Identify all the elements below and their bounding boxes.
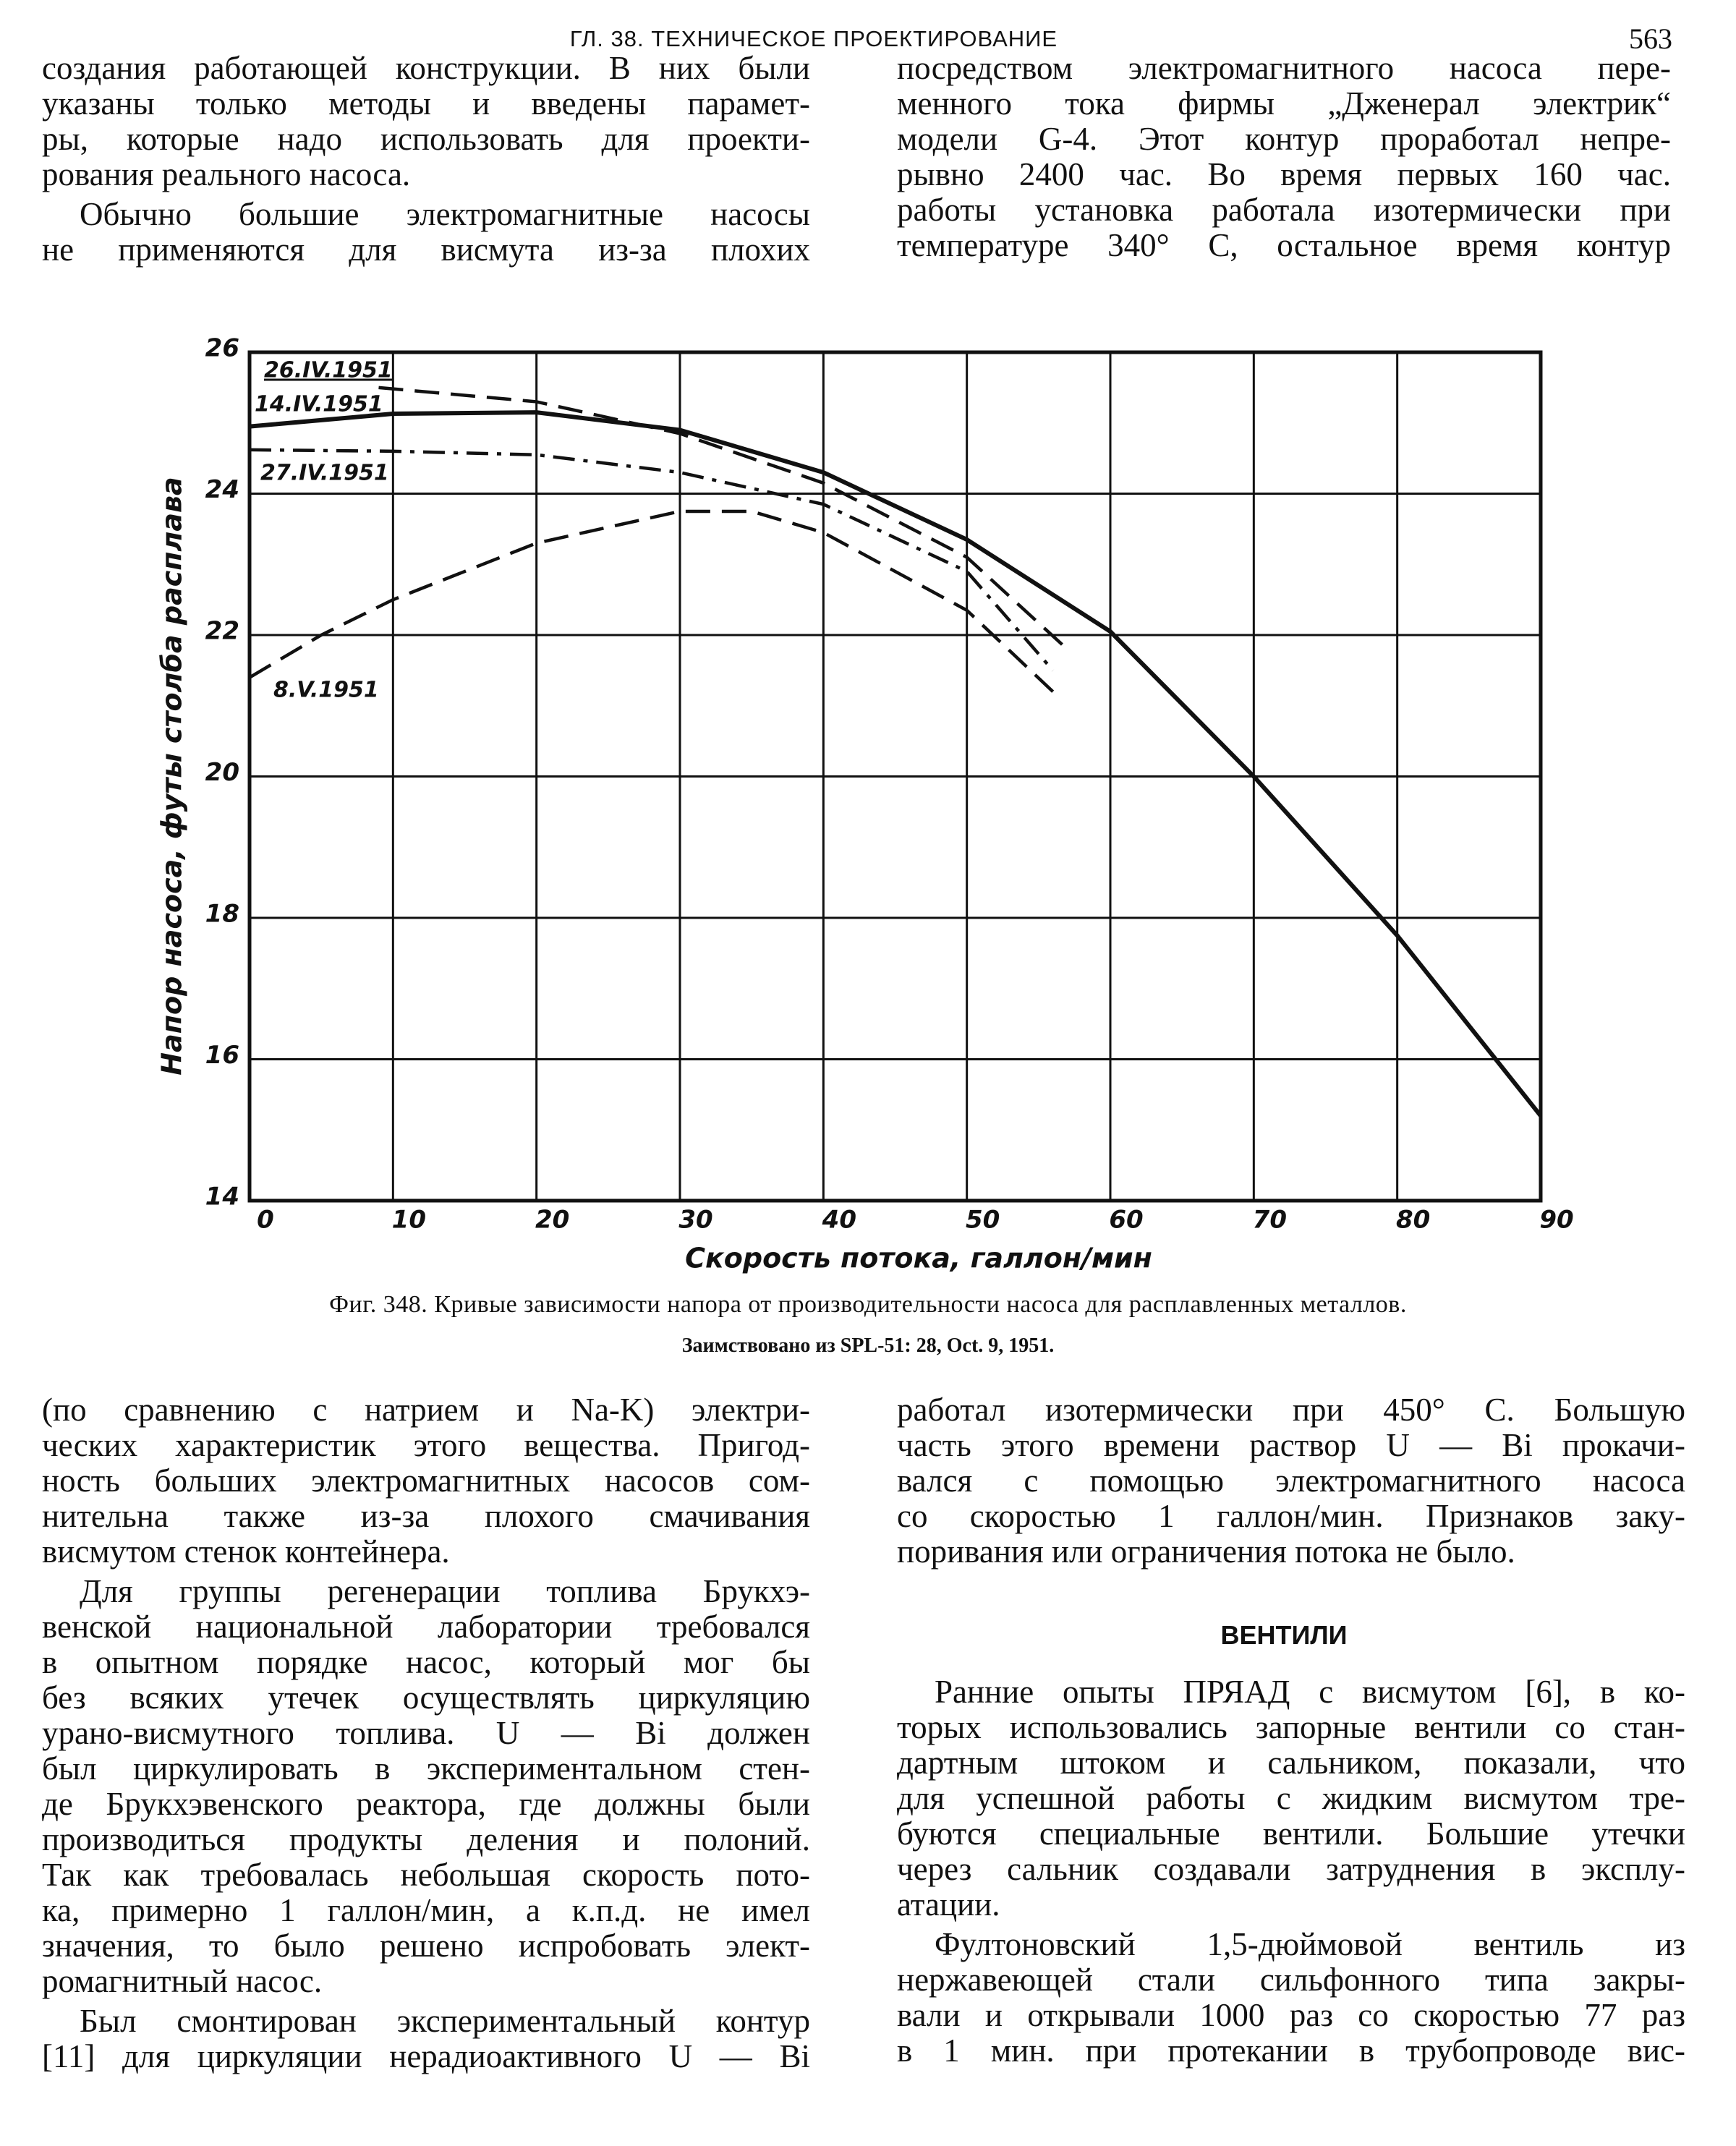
text-line: был циркулировать в экспериментальном ст… (42, 1750, 810, 1787)
chart: Скорость потока, галлон/мин Напор насоса… (156, 334, 1574, 1274)
text-line: температуре 340° С, остальное время конт… (897, 227, 1671, 263)
text-line: дартным штоком и сальником, показали, чт… (897, 1745, 1685, 1781)
x-tick-label: 40 (822, 1206, 856, 1235)
text-line: де Брукхэвенского реактора, где должны б… (42, 1786, 810, 1822)
text-line: ры, которые надо использовать для проект… (42, 121, 810, 157)
y-tick-label: 18 (205, 900, 239, 929)
text-line: урано-висмутного топлива. U — Bi должен (42, 1715, 810, 1751)
text-line: работы установка работала изотермически … (897, 192, 1671, 228)
series-line (248, 509, 1055, 693)
text-line: ромагнитный насос. (42, 1963, 323, 1999)
text-line: создания работающей конструкции. В них б… (42, 50, 810, 86)
x-tick-label: 80 (1396, 1206, 1430, 1235)
text-line: без всяких утечек осуществлять циркуляци… (42, 1679, 810, 1716)
text-line: производиться продукты деления и полоний… (42, 1821, 810, 1857)
section-heading: ВЕНТИЛИ (1220, 1620, 1348, 1650)
text-line: буются специальные вентили. Большие утеч… (897, 1815, 1685, 1852)
y-tick-label: 22 (205, 617, 239, 646)
text-line: (по сравнению с натрием и Na-K) электри- (42, 1392, 810, 1428)
figure-caption: Фиг. 348. Кривые зависимости напора от п… (329, 1291, 1407, 1318)
plot-frame (247, 350, 1543, 1203)
text-line: нержавеющей стали сильфонного типа закры… (897, 1962, 1685, 1998)
y-tick-label: 26 (205, 334, 239, 363)
x-tick-label: 20 (535, 1206, 569, 1235)
text-line: [11] для циркуляции нерадиоактивного U —… (42, 2038, 810, 2074)
x-tick-label: 10 (392, 1206, 426, 1235)
text-line: Для группы регенерации топлива Брукхэ- (80, 1573, 810, 1609)
text-line: Фултоновский 1,5-дюймовой вентиль из (935, 1926, 1685, 1962)
text-line: Так как требовалась небольшая скорость п… (42, 1857, 810, 1893)
x-axis-title: Скорость потока, галлон/мин (685, 1243, 1152, 1274)
text-column: (по сравнению с натрием и Na-K) электри-… (42, 1392, 810, 2074)
text-line: Ранние опыты ПРЯАД с висмутом [6], в ко- (935, 1674, 1685, 1710)
series-line (249, 410, 1543, 1117)
series-label: 26.IV.1951 (264, 358, 393, 383)
y-tick-label: 20 (205, 758, 239, 787)
y-tick-label: 14 (205, 1183, 239, 1212)
x-tick-label: 30 (678, 1206, 712, 1235)
text-column: Ранние опыты ПРЯАД с висмутом [6], в ко-… (897, 1674, 1685, 2069)
text-line: ческих характеристик этого вещества. При… (42, 1427, 810, 1463)
text-line: со скоростью 1 галлон/мин. Признаков зак… (897, 1498, 1685, 1534)
text-line: висмутом стенок контейнера. (42, 1533, 450, 1570)
text-line: для успешной работы с жидким висмутом тр… (897, 1780, 1685, 1816)
series-label: 14.IV.1951 (255, 392, 383, 417)
x-tick-label: 0 (257, 1206, 274, 1235)
text-line: вался с помощью электромагнитного насоса (897, 1462, 1685, 1499)
text-line: в опытном порядке насос, который мог бы (42, 1644, 810, 1680)
text-line: вали и открывали 1000 раз со скоростью 7… (897, 1997, 1685, 2033)
text-line: венской национальной лаборатории требова… (42, 1609, 810, 1645)
text-line: ка, примерно 1 галлон/мин, а к.п.д. не и… (42, 1892, 810, 1928)
text-line: указаны только методы и введены парамет- (42, 85, 810, 122)
text-line: часть этого времени раствор U — Bi прока… (897, 1427, 1685, 1463)
text-line: работал изотермически при 450° С. Большу… (897, 1392, 1685, 1428)
text-line: Был смонтирован экспериментальный контур (80, 2003, 810, 2039)
text-line: ность больших электромагнитных насосов с… (42, 1462, 810, 1499)
text-line: нительна также из-за плохого смачивания (42, 1498, 810, 1534)
y-tick-label: 24 (205, 475, 239, 504)
text-line: рывно 2400 час. Во время первых 160 час. (897, 156, 1671, 192)
series-line (378, 386, 1069, 651)
text-line: атации. (897, 1886, 1000, 1923)
text-column: работал изотермически при 450° С. Большу… (897, 1392, 1685, 1570)
running-head: ГЛ. 38. ТЕХНИЧЕСКОЕ ПРОЕКТИРОВАНИЕ (569, 26, 1058, 51)
x-tick-label: 90 (1539, 1206, 1573, 1235)
text-column: посредством электромагнитного насоса пер… (897, 51, 1671, 263)
text-line: торых использовались запорные вентили со… (897, 1709, 1685, 1745)
x-tick-label: 50 (966, 1206, 1000, 1235)
x-tick-label: 60 (1109, 1206, 1143, 1235)
text-line: Обычно большие электромагнитные насосы (80, 196, 810, 232)
text-line: в 1 мин. при протекании в трубопроводе в… (897, 2032, 1685, 2069)
text-line: не применяются для висмута из-за плохих (42, 231, 810, 268)
series-label: 27.IV.1951 (260, 461, 389, 486)
y-tick-label: 16 (205, 1041, 239, 1070)
text-line: значения, то было решено испробовать эле… (42, 1928, 810, 1964)
text-line: через сальник создавали затруднения в эк… (897, 1851, 1685, 1887)
text-column: создания работающей конструкции. В них б… (42, 51, 810, 268)
y-axis-title: Напор насоса, футы столба расплава (156, 477, 188, 1075)
series-label: 8.V.1951 (273, 678, 379, 703)
text-line: модели G-4. Этот контур проработал непре… (897, 121, 1671, 157)
figure-source: Заимствовано из SPL-51: 28, Oct. 9, 1951… (681, 1334, 1055, 1357)
text-line: посредством электромагнитного насоса пер… (897, 50, 1671, 86)
text-line: менного тока фирмы „Дженерал электрик“ (897, 85, 1671, 122)
text-line: рования реального насоса. (42, 156, 411, 192)
page-number: 563 (1629, 22, 1672, 55)
text-line: поривания или ограничения потока не было… (897, 1533, 1515, 1570)
series-line (249, 448, 1055, 672)
x-tick-label: 70 (1253, 1206, 1287, 1235)
